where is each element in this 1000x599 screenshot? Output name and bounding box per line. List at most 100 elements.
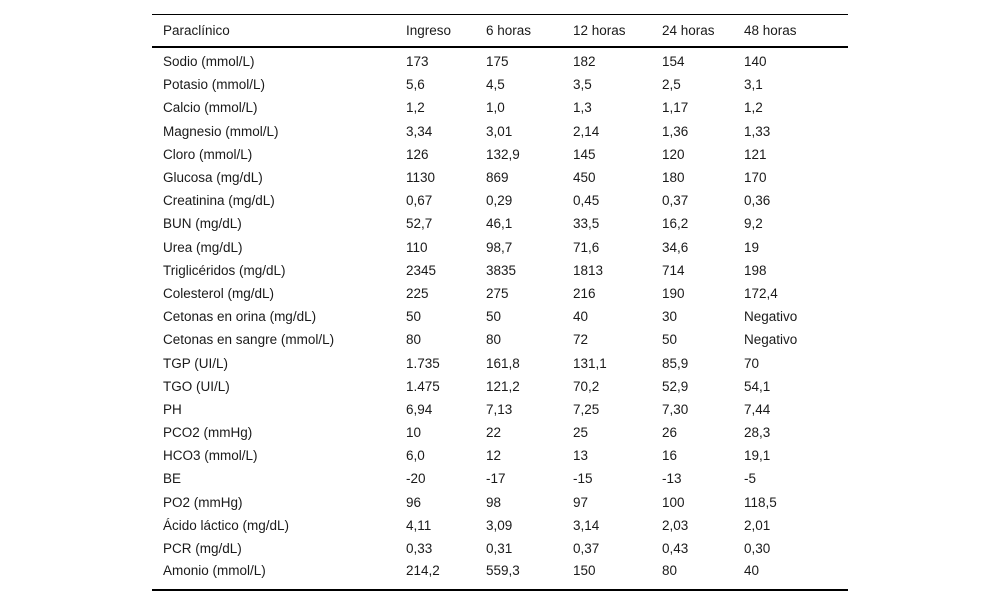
cell-value: 2,03: [662, 517, 689, 533]
column-header: 24 horas: [662, 14, 744, 48]
cell-value: 110: [406, 239, 428, 255]
table-row: HCO3 (mmol/L) 6,0 12 13 16 19,1: [152, 444, 848, 467]
row-label: Cetonas en orina (mg/dL): [163, 309, 317, 325]
cell-value: 121,2: [486, 378, 520, 394]
row-label: Glucosa (mg/dL): [163, 170, 263, 186]
row-label: PCR (mg/dL): [163, 541, 242, 557]
cell-value: 2,5: [662, 77, 681, 93]
cell-value: 1,2: [744, 100, 763, 116]
cell-value: 50: [406, 309, 422, 325]
row-label: Urea (mg/dL): [163, 239, 243, 255]
cell-value: 216: [573, 285, 596, 301]
cell-value: 70: [744, 355, 760, 371]
cell-value: 1,3: [573, 100, 592, 116]
cell-value: 126: [406, 146, 429, 162]
cell-value: 0,43: [662, 541, 689, 557]
cell-value: 26: [662, 425, 678, 441]
row-label: Sodio (mmol/L): [163, 54, 255, 70]
row-label: Creatinina (mg/dL): [163, 193, 275, 209]
row-label: PO2 (mmHg): [163, 494, 243, 510]
table-row: Glucosa (mg/dL) 1130 869 450 180 170: [152, 166, 848, 189]
cell-value: 3835: [486, 262, 517, 278]
table-row: BE -20 -17 -15 -13 -5: [152, 467, 848, 490]
cell-value: 1,36: [662, 123, 689, 139]
cell-value: 22: [486, 425, 502, 441]
cell-value: 16,2: [662, 216, 689, 232]
cell-value: 161,8: [486, 355, 520, 371]
cell-value: -17: [486, 471, 506, 487]
cell-value: 6,0: [406, 448, 425, 464]
cell-value: 100: [662, 494, 685, 510]
table-body: Sodio (mmol/L) 173 175 182 154 140 Potasio (mm…: [152, 47, 848, 592]
column-header: Ingreso: [406, 14, 486, 48]
table-row: TGO (UI/L) 1.475 121,2 70,2 52,9 54,1: [152, 375, 848, 398]
table-row: TGP (UI/L) 1.735 161,8 131,1 85,9 70: [152, 351, 848, 374]
row-label: TGO (UI/L): [163, 378, 230, 394]
cell-value: 6,94: [406, 401, 433, 417]
cell-value: Negativo: [744, 332, 798, 348]
cell-value: 52,9: [662, 378, 689, 394]
cell-value: 4,11: [406, 517, 432, 533]
cell-value: 1.475: [406, 378, 440, 394]
cell-value: 190: [662, 285, 685, 301]
cell-value: 40: [744, 560, 848, 592]
cell-value: -5: [744, 471, 757, 487]
cell-value: 0,31: [486, 541, 513, 557]
lab-results-table-container: Paraclínico Ingreso 6 horas 12 horas 24 hora…: [152, 14, 848, 592]
cell-value: 2,01: [744, 517, 771, 533]
cell-value: 214,2: [406, 560, 486, 592]
column-header-paraclinico: Paraclínico: [152, 14, 406, 48]
table-row: PO2 (mmHg) 96 98 97 100 118,5: [152, 491, 848, 514]
cell-value: 714: [662, 262, 685, 278]
cell-value: 80: [486, 332, 502, 348]
cell-value: 559,3: [486, 560, 573, 592]
cell-value: 121: [744, 146, 767, 162]
cell-value: 154: [662, 54, 685, 70]
cell-value: -20: [406, 471, 426, 487]
cell-value: 96: [406, 494, 422, 510]
cell-value: 72: [573, 332, 589, 348]
table-row: Amonio (mmol/L) 214,2 559,3 150 80 40: [152, 560, 848, 592]
cell-value: 1.735: [406, 355, 440, 371]
cell-value: 131,1: [573, 355, 607, 371]
cell-value: 70,2: [573, 378, 600, 394]
cell-value: 275: [486, 285, 509, 301]
cell-value: 80: [406, 332, 422, 348]
row-label: Magnesio (mmol/L): [163, 123, 279, 139]
cell-value: 450: [573, 170, 596, 186]
cell-value: 0,67: [406, 193, 433, 209]
cell-value: 5,6: [406, 77, 425, 93]
row-label: PH: [163, 401, 182, 417]
table-row: Urea (mg/dL) 110 98,7 71,6 34,6 19: [152, 236, 848, 259]
table-row: Potasio (mmol/L) 5,6 4,5 3,5 2,5 3,1: [152, 73, 848, 96]
table-row: Magnesio (mmol/L) 3,34 3,01 2,14 1,36 1,33: [152, 120, 848, 143]
cell-value: 132,9: [486, 146, 520, 162]
cell-value: 16: [662, 448, 678, 464]
cell-value: 40: [573, 309, 589, 325]
cell-value: 7,13: [486, 401, 513, 417]
cell-value: 7,25: [573, 401, 600, 417]
row-label: BUN (mg/dL): [163, 216, 242, 232]
lab-results-table: Paraclínico Ingreso 6 horas 12 horas 24 hora…: [152, 14, 848, 592]
cell-value: 0,29: [486, 193, 513, 209]
cell-value: 34,6: [662, 239, 689, 255]
row-label: Amonio (mmol/L): [152, 560, 406, 592]
table-row: PCR (mg/dL) 0,33 0,31 0,37 0,43 0,30: [152, 537, 848, 560]
cell-value: 98: [486, 494, 502, 510]
row-label: Potasio (mmol/L): [163, 77, 266, 93]
cell-value: 30: [662, 309, 678, 325]
cell-value: 0,37: [573, 541, 600, 557]
table-row: Cetonas en sangre (mmol/L) 80 80 72 50 Negati…: [152, 328, 848, 351]
row-label: Triglicéridos (mg/dL): [163, 262, 286, 278]
cell-value: 182: [573, 54, 596, 70]
cell-value: 71,6: [573, 239, 600, 255]
row-label: Ácido láctico (mg/dL): [163, 517, 290, 533]
cell-value: 7,30: [662, 401, 689, 417]
cell-value: 1,17: [662, 100, 689, 116]
column-header: 12 horas: [573, 14, 662, 48]
cell-value: 225: [406, 285, 429, 301]
cell-value: 170: [744, 170, 767, 186]
row-label: Cloro (mmol/L): [163, 146, 253, 162]
cell-value: 198: [744, 262, 767, 278]
cell-value: -13: [662, 471, 682, 487]
